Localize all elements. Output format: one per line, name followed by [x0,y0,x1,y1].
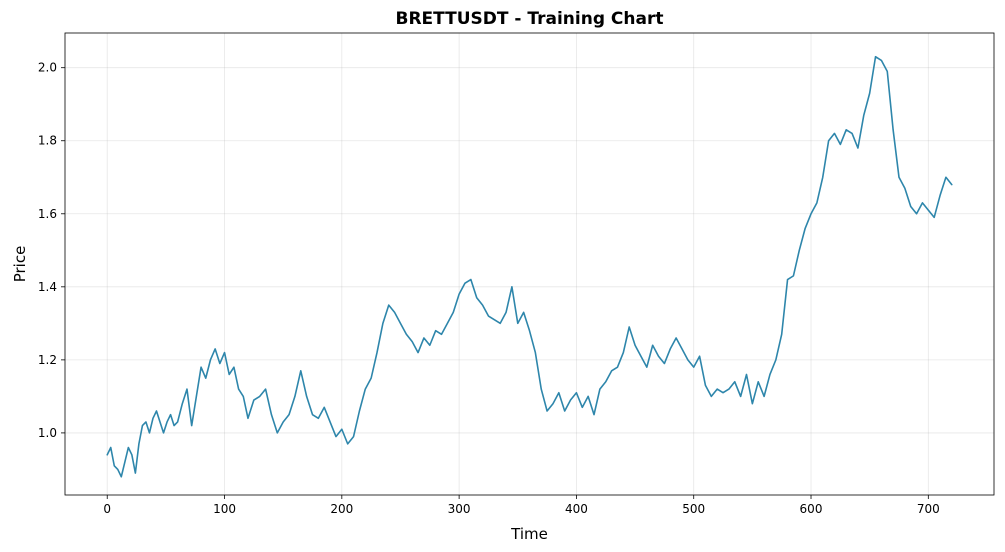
y-tick-label: 1.2 [38,353,57,367]
y-tick-label: 2.0 [38,61,57,75]
x-tick-label: 400 [565,502,588,516]
price-series-line [106,55,953,478]
x-tick-label: 100 [213,502,236,516]
chart-title: BRETTUSDT - Training Chart [396,9,664,29]
y-tick-label: 1.4 [38,280,57,294]
y-tick-label: 1.8 [38,134,57,148]
x-axis-label: Time [510,525,548,543]
x-tick-label: 300 [448,502,471,516]
x-tick-label: 500 [682,502,705,516]
y-axis-label: Price [11,246,29,283]
x-tick-label: 600 [800,502,823,516]
plot-frame [64,32,995,496]
y-tick-label: 1.0 [38,426,57,440]
y-tick-label: 1.6 [38,207,57,221]
series-layer [106,55,953,478]
x-tick-label: 200 [330,502,353,516]
x-tick-label: 0 [103,502,111,516]
x-tick-label: 700 [917,502,940,516]
axis-ticks: 0 100 200 300 400 500 600 700 1.0 1.2 1.4 1.6 1.8 2.0 [38,61,940,516]
